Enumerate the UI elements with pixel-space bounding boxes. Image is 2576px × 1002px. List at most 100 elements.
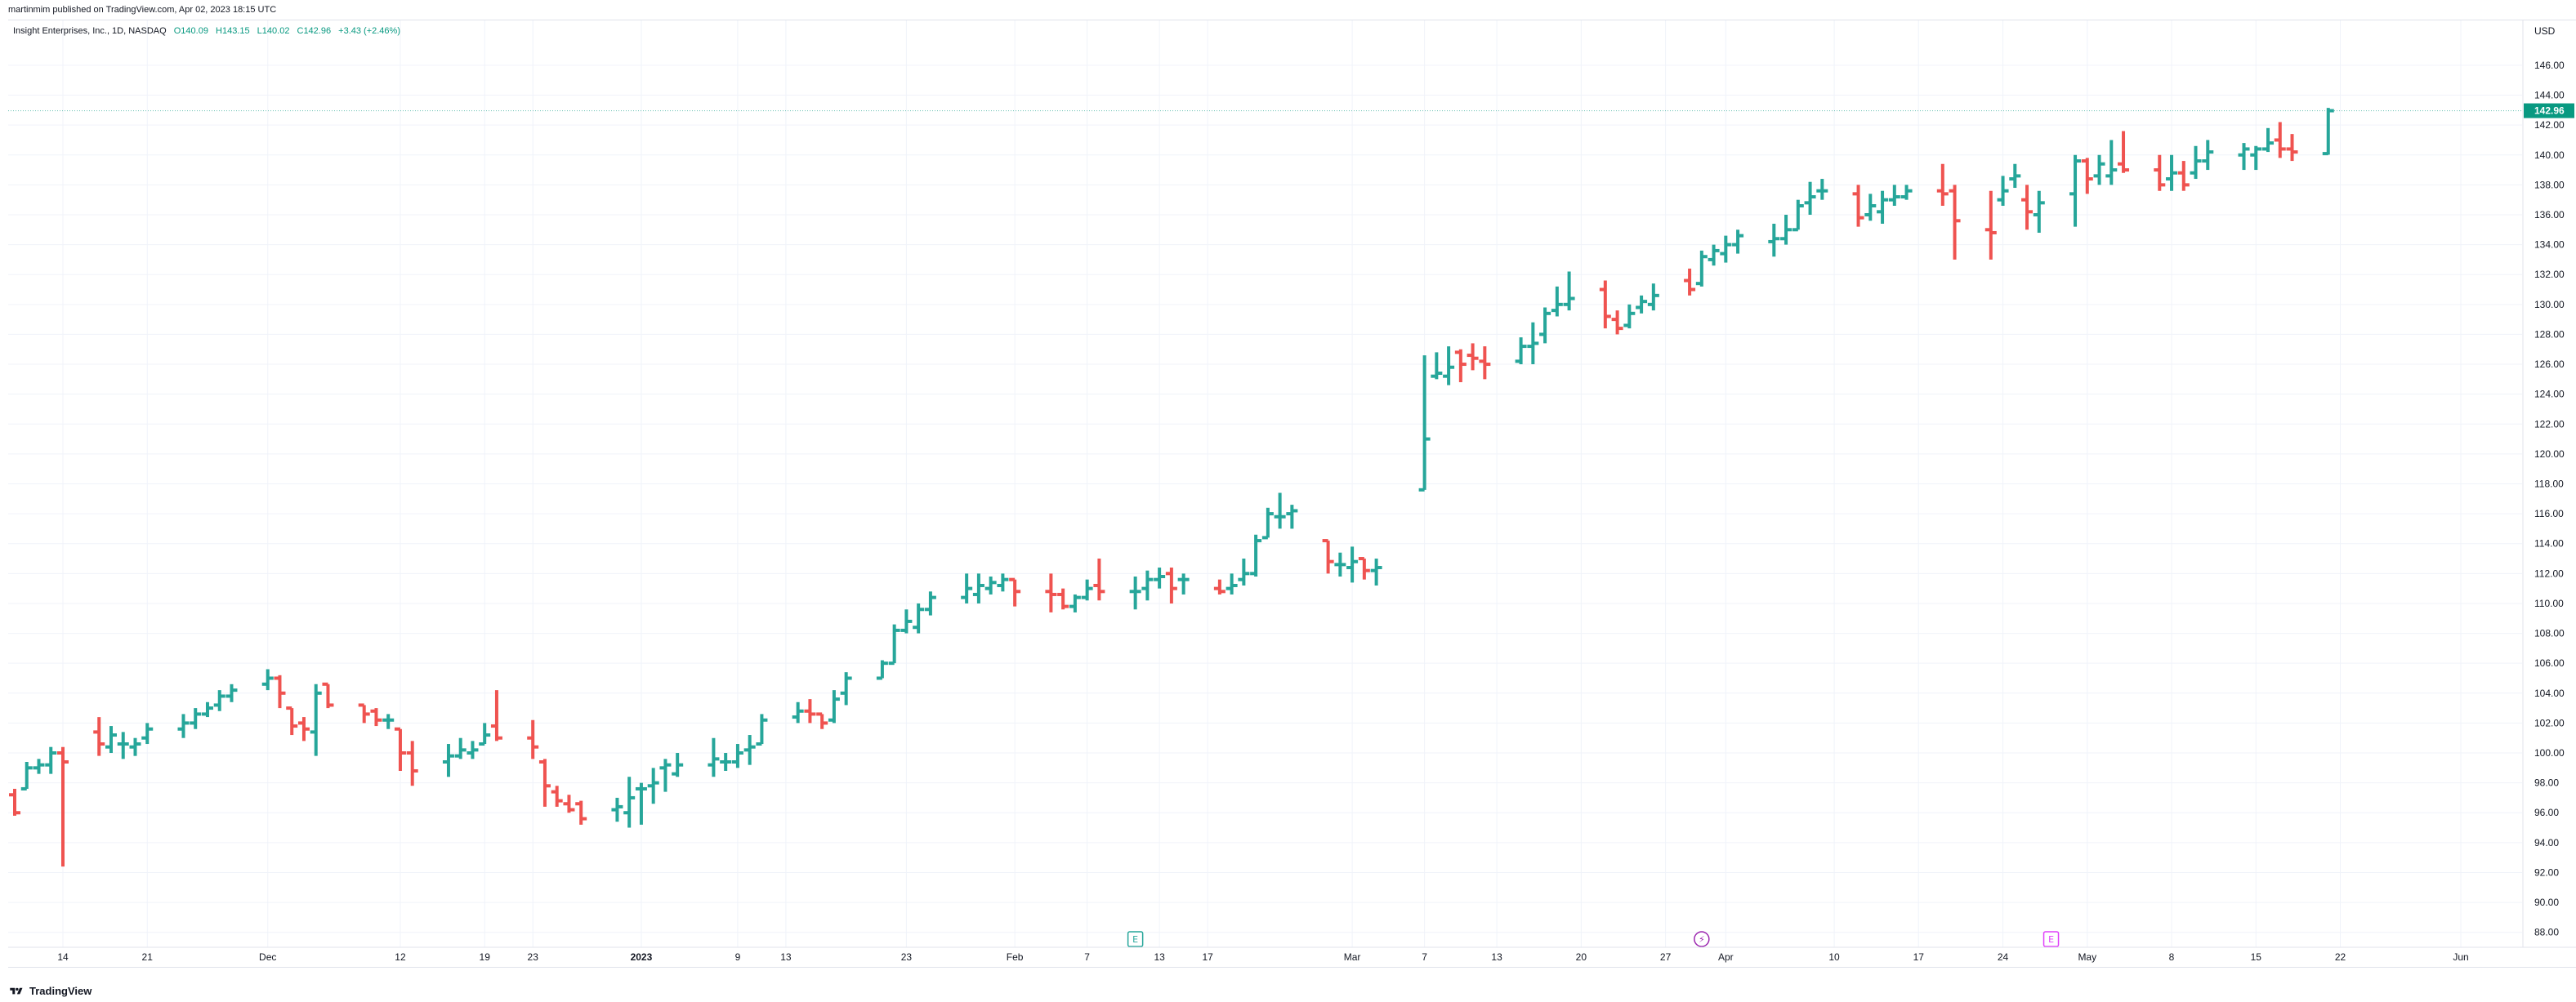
ohlc-bar — [117, 732, 129, 759]
ohlc-bar — [1804, 181, 1816, 215]
grid — [8, 20, 2522, 947]
y-tick-label: 106.00 — [2534, 657, 2565, 669]
ohlc-bar — [370, 708, 382, 727]
x-tick-label: Mar — [1344, 951, 1361, 963]
ohlc-bar — [876, 660, 888, 680]
x-tick-label: 14 — [57, 951, 69, 963]
y-tick-label: 130.00 — [2534, 299, 2565, 310]
symbol-title: Insight Enterprises, Inc., 1D, NASDAQ — [13, 26, 167, 36]
ohlc-bar — [1780, 214, 1792, 245]
ohlc-bar — [1816, 179, 1828, 200]
y-tick-label: 126.00 — [2534, 358, 2565, 370]
ohlc-bar — [1069, 594, 1081, 612]
earnings-marker-icon[interactable]: E — [2042, 931, 2060, 947]
y-tick-label: 132.00 — [2534, 269, 2565, 280]
ohlc-bar — [2021, 185, 2034, 230]
y-tick-label: 118.00 — [2534, 479, 2564, 490]
ohlc-bar — [1141, 570, 1154, 601]
ohlc-bar — [527, 719, 539, 759]
ohlc-bar — [2009, 163, 2021, 189]
ohlc-bar — [972, 573, 984, 603]
ohlc-bar — [2274, 122, 2286, 158]
ohlc-bar — [382, 714, 395, 729]
ohlc-bar — [659, 759, 672, 792]
ohlc-bar — [20, 762, 33, 790]
ohlc-bar — [1997, 176, 2009, 206]
x-tick-label: 15 — [2251, 951, 2262, 963]
y-tick-label: 136.00 — [2534, 209, 2565, 220]
x-tick-label: Dec — [259, 951, 276, 963]
marker-letter: E — [1132, 934, 1138, 945]
x-tick-label: Apr — [1718, 951, 1734, 963]
dividend-marker-icon[interactable]: ⚡ — [1694, 931, 1710, 947]
marker-letter: ⚡ — [1699, 934, 1705, 945]
ohlc-bar — [804, 699, 816, 724]
ohlc-bar — [840, 672, 852, 706]
ohlc-bar — [623, 777, 636, 828]
x-tick-label: 24 — [1998, 951, 2009, 963]
ohlc-bar — [1057, 588, 1069, 610]
ohlc-bar — [1949, 185, 1961, 260]
x-tick-label: 21 — [142, 951, 154, 963]
low-value: L140.02 — [257, 26, 290, 36]
chart-frame[interactable] — [8, 20, 2576, 968]
ohlc-bar — [1647, 283, 1659, 311]
ohlc-bar — [1864, 194, 1877, 221]
ohlc-bar — [2286, 134, 2298, 162]
ohlc-bar — [1888, 185, 1900, 206]
tradingview-branding[interactable]: TradingView — [8, 985, 92, 997]
y-tick-label: 114.00 — [2534, 538, 2564, 550]
ohlc-bar — [635, 782, 647, 825]
y-tick-label: 88.00 — [2534, 927, 2559, 938]
ohlc-bar — [708, 737, 720, 777]
ohlc-bar — [1358, 557, 1370, 580]
last-price-tag — [2524, 103, 2574, 118]
ohlc-bar — [913, 603, 925, 634]
ohlc-bar — [1334, 552, 1346, 577]
ohlc-bar — [2202, 140, 2214, 171]
ohlc-bar — [828, 690, 840, 724]
last-price-label: 142.96 — [2534, 105, 2565, 117]
ohlc-bars — [9, 108, 2334, 867]
ohlc-bar — [1261, 507, 1274, 540]
event-markers[interactable]: E ⚡ E — [1127, 931, 2060, 947]
ohlc-bar — [1515, 337, 1527, 365]
x-tick-label: 9 — [735, 951, 741, 963]
ohlc-bar — [297, 717, 310, 741]
y-tick-label: 92.00 — [2534, 866, 2559, 878]
ohlc-bar — [1708, 244, 1720, 266]
y-tick-label: 102.00 — [2534, 717, 2565, 728]
ohlc-bar — [1165, 568, 1177, 603]
ohlc-bar — [900, 609, 913, 634]
ohlc-bar — [1768, 223, 1780, 257]
x-tick-label: 13 — [780, 951, 792, 963]
ohlc-bar — [756, 714, 768, 746]
ohlc-bar — [129, 737, 141, 756]
ohlc-bar — [274, 675, 286, 709]
ohlc-bar — [310, 684, 322, 756]
price-axis[interactable]: USD 88.00 90.00 92.00 94.00 96.00 98.00 100.00 1… — [2522, 20, 2574, 947]
y-tick-label: 128.00 — [2534, 328, 2565, 340]
y-tick-label: 142.00 — [2534, 119, 2565, 131]
ohlc-bar — [1563, 271, 1575, 311]
x-tick-label: 19 — [480, 951, 491, 963]
ohlc-bar — [2069, 154, 2082, 227]
ohlc-bar — [467, 741, 479, 759]
y-tick-label: 108.00 — [2534, 628, 2565, 639]
earnings-marker-icon[interactable]: E — [1127, 931, 1144, 947]
x-tick-label: 23 — [901, 951, 913, 963]
ohlc-bar — [1636, 295, 1648, 314]
ohlc-bar — [720, 753, 732, 771]
marker-shape — [1694, 931, 1710, 947]
y-tick-label: 138.00 — [2534, 179, 2565, 190]
ohlc-bar — [2118, 131, 2130, 173]
ohlc-bar — [563, 795, 575, 813]
ohlc-bar — [1684, 268, 1696, 296]
ohlc-bar — [888, 624, 900, 666]
ohlc-bar — [1274, 492, 1286, 529]
ohlc-bar — [1720, 235, 1732, 263]
ohlc-bar — [1081, 579, 1093, 601]
ohlc-bar — [2250, 145, 2262, 171]
time-axis[interactable]: 14 21 Dec 12 19 23 2023 9 13 23 Feb 7 13 17 Mar 7 13 20 27… — [8, 946, 2576, 963]
